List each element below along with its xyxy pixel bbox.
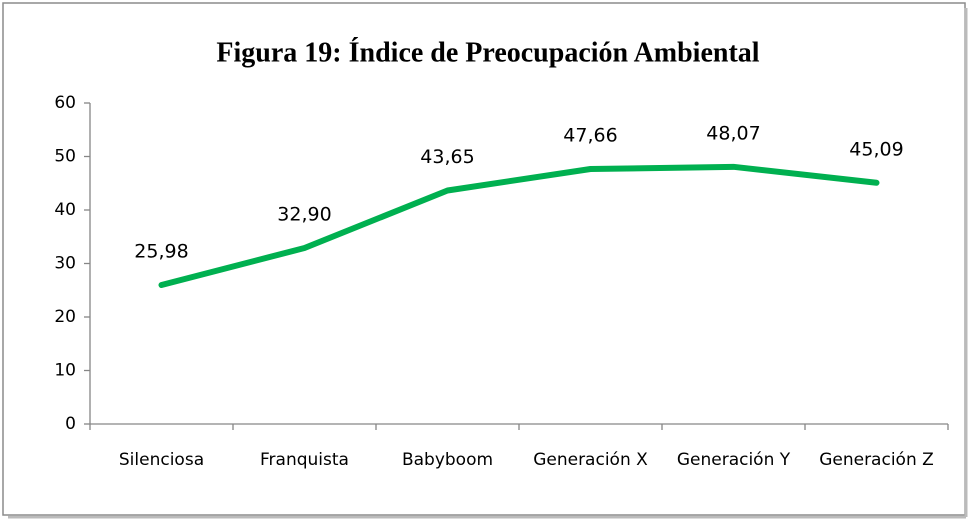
- x-tick-label: Silenciosa: [118, 450, 205, 470]
- y-tick-label: 50: [54, 147, 76, 167]
- y-tick-label: 20: [54, 307, 76, 327]
- y-tick-label: 10: [54, 361, 76, 381]
- data-label: 43,65: [420, 146, 474, 168]
- x-tick-label: Babyboom: [401, 450, 494, 470]
- y-tick-label: 40: [54, 200, 76, 220]
- y-tick-label: 60: [54, 93, 76, 113]
- x-tick-label: Generación Y: [676, 450, 791, 470]
- data-label: 47,66: [563, 125, 617, 147]
- x-tick-label: Generación X: [533, 450, 648, 470]
- data-label: 48,07: [706, 122, 760, 144]
- data-label: 25,98: [134, 241, 188, 263]
- y-tick-label: 30: [54, 254, 76, 274]
- chart-title: Figura 19: Índice de Preocupación Ambien…: [216, 37, 759, 68]
- x-tick-label: Franquista: [260, 450, 349, 470]
- data-line: [158, 163, 880, 289]
- data-label: 45,09: [849, 138, 903, 160]
- y-tick-label: 0: [65, 414, 76, 434]
- x-tick-label: Generación Z: [819, 450, 934, 470]
- data-label: 32,90: [277, 203, 331, 225]
